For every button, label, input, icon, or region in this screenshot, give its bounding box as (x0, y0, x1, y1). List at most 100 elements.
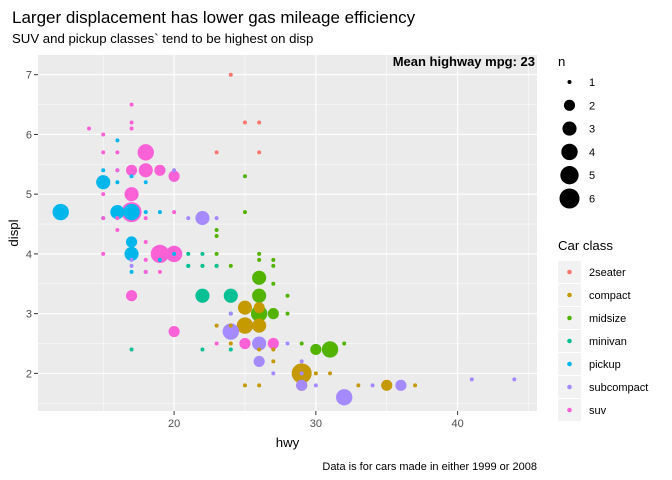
data-point-midsize (242, 174, 247, 179)
y-tick-label: 7 (26, 70, 32, 82)
data-point-subcompact (129, 263, 134, 268)
data-point-compact (257, 383, 262, 388)
data-point-subcompact (299, 371, 304, 376)
data-point-midsize (271, 257, 276, 262)
data-point-subcompact (469, 377, 474, 382)
data-point-subcompact (271, 371, 276, 376)
color-legend-label: 2seater (589, 267, 626, 279)
data-point-suv (143, 269, 148, 274)
data-point-compact (271, 359, 276, 364)
data-point-minivan (228, 347, 233, 352)
data-point-subcompact (172, 168, 177, 173)
data-point-suv (115, 228, 120, 233)
x-tick-label: 30 (310, 418, 322, 430)
size-legend-label: 1 (589, 77, 595, 89)
size-legend: n 1 2 3 4 5 6 (558, 54, 595, 211)
data-point-midsize (285, 293, 290, 298)
data-point-midsize (242, 210, 247, 215)
color-legend-dot-2seater (567, 269, 572, 275)
data-point-subcompact (370, 383, 375, 388)
data-point-compact (214, 323, 219, 328)
data-point-suv (168, 170, 180, 182)
data-point-suv (101, 216, 106, 221)
data-point-midsize (267, 308, 279, 320)
color-legend-label: minivan (589, 336, 627, 348)
chart-title: Larger displacement has lower gas mileag… (12, 8, 416, 27)
data-point-suv (143, 239, 148, 244)
data-point-suv (214, 341, 219, 346)
data-point-subcompact (296, 379, 308, 391)
data-point-suv (137, 144, 154, 161)
color-legend-label: compact (589, 290, 631, 302)
data-point-subcompact (285, 341, 290, 346)
data-point-pickup (110, 205, 125, 220)
y-tick-label: 5 (26, 189, 32, 201)
data-point-midsize (214, 251, 219, 256)
data-point-midsize (257, 251, 262, 256)
data-point-compact (271, 347, 276, 352)
data-point-suv (129, 102, 134, 107)
data-point-midsize (285, 311, 290, 316)
x-tick-label: 20 (168, 418, 180, 430)
data-point-midsize (342, 341, 347, 346)
data-point-compact (381, 379, 393, 391)
data-point-suv (87, 126, 92, 131)
size-legend-dot (559, 188, 580, 209)
data-point-pickup (123, 203, 140, 221)
y-axis-title: displ (6, 219, 21, 246)
data-point-minivan (200, 263, 205, 268)
data-point-pickup (124, 246, 139, 261)
data-point-suv (143, 257, 148, 262)
data-point-suv (157, 269, 162, 274)
data-point-compact (228, 323, 233, 328)
data-point-compact (356, 383, 361, 388)
color-legend-dot-midsize (567, 315, 572, 321)
color-legend-title: Car class (558, 238, 613, 253)
color-legend-label: pickup (589, 359, 621, 371)
data-point-pickup (125, 236, 138, 248)
data-point-2seater (242, 120, 247, 125)
data-point-subcompact (299, 359, 304, 364)
data-point-compact (242, 383, 247, 388)
data-point-compact (237, 300, 253, 315)
data-point-midsize (214, 228, 219, 233)
data-point-suv (125, 164, 138, 176)
data-point-pickup (115, 180, 120, 185)
data-point-suv (129, 126, 134, 131)
data-point-compact (257, 347, 262, 352)
data-point-compact (228, 341, 233, 346)
color-legend-label: suv (589, 405, 607, 417)
grid-lines (38, 55, 537, 411)
color-legend-label: midsize (589, 313, 626, 325)
data-point-suv (143, 216, 148, 221)
data-point-minivan (223, 288, 238, 303)
data-point-pickup (143, 180, 148, 185)
data-point-suv (239, 337, 251, 350)
data-point-midsize (252, 270, 267, 285)
size-legend-dot (562, 121, 577, 136)
data-point-minivan (129, 347, 134, 352)
size-legend-label: 5 (589, 170, 595, 182)
data-point-suv (129, 120, 134, 125)
data-point-midsize (214, 233, 219, 238)
data-point-subcompact (512, 377, 517, 382)
data-point-suv (115, 216, 120, 221)
data-point-compact (413, 383, 418, 388)
data-point-compact (236, 317, 254, 334)
data-point-midsize (271, 281, 276, 286)
y-tick-label: 3 (26, 309, 32, 321)
color-legend: Car class 2seater compact midsize minivan pi… (558, 238, 648, 421)
plot-panel (38, 55, 537, 411)
data-point-subcompact (214, 216, 219, 221)
data-point-compact (328, 371, 333, 376)
data-point-pickup (143, 210, 148, 215)
size-legend-dot (563, 99, 576, 111)
data-point-midsize (271, 263, 276, 268)
y-tick-label: 6 (26, 129, 32, 141)
x-tick-label: 40 (451, 418, 463, 430)
y-axis-ticks: 2 3 4 5 6 7 (26, 70, 38, 380)
data-point-pickup (129, 174, 134, 179)
data-point-pickup (129, 269, 134, 274)
data-point-subcompact (222, 323, 239, 340)
